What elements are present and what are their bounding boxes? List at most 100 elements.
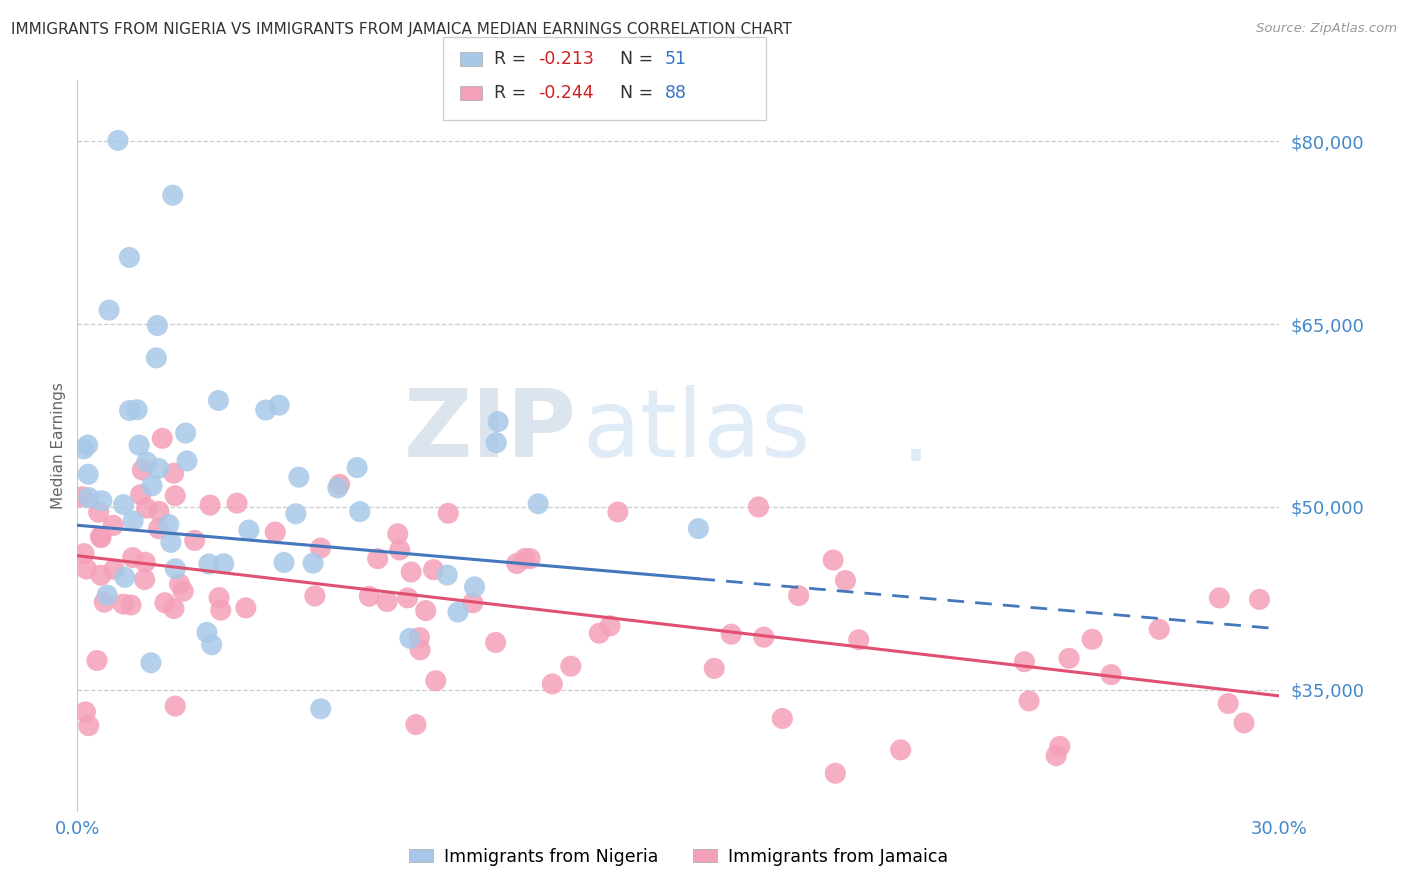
Point xyxy=(114,570,136,584)
Point xyxy=(148,504,170,518)
Point xyxy=(770,711,793,725)
Point xyxy=(461,596,484,610)
Point xyxy=(238,523,260,537)
Point xyxy=(141,479,163,493)
Point xyxy=(176,454,198,468)
Point xyxy=(824,766,846,780)
Point xyxy=(212,557,235,571)
Point xyxy=(513,551,536,566)
Point xyxy=(326,481,349,495)
Point xyxy=(150,431,173,445)
Point xyxy=(209,603,232,617)
Point xyxy=(146,318,169,333)
Point xyxy=(103,562,125,576)
Point xyxy=(560,659,582,673)
Point xyxy=(73,547,96,561)
Text: ZIP: ZIP xyxy=(404,385,576,477)
Point xyxy=(208,591,231,605)
Point xyxy=(588,626,610,640)
Point xyxy=(77,491,100,505)
Point xyxy=(72,490,94,504)
Point xyxy=(148,522,170,536)
Point xyxy=(107,133,129,147)
Point xyxy=(1045,748,1067,763)
Point xyxy=(1249,592,1271,607)
Point xyxy=(112,597,135,611)
Point xyxy=(399,565,422,579)
Text: R =: R = xyxy=(494,50,531,68)
Point xyxy=(1049,739,1071,754)
Point xyxy=(183,533,205,548)
Point xyxy=(823,553,845,567)
Point xyxy=(409,643,432,657)
Point xyxy=(254,403,277,417)
Y-axis label: Median Earnings: Median Earnings xyxy=(51,383,66,509)
Point xyxy=(415,604,437,618)
Point xyxy=(848,632,870,647)
Point xyxy=(1014,655,1036,669)
Point xyxy=(235,600,257,615)
Point xyxy=(76,562,98,576)
Point xyxy=(75,705,97,719)
Text: .: . xyxy=(901,389,931,481)
Point xyxy=(541,677,564,691)
Point xyxy=(207,393,229,408)
Point xyxy=(103,518,125,533)
Point xyxy=(1218,697,1240,711)
Point xyxy=(127,402,149,417)
Text: N =: N = xyxy=(620,84,659,102)
Point xyxy=(752,630,775,644)
Point xyxy=(304,589,326,603)
Point xyxy=(120,598,142,612)
Point xyxy=(606,505,628,519)
Text: -0.213: -0.213 xyxy=(538,50,595,68)
Point xyxy=(139,656,162,670)
Point xyxy=(1233,715,1256,730)
Point xyxy=(1149,623,1171,637)
Point xyxy=(118,403,141,417)
Point xyxy=(165,489,187,503)
Point xyxy=(486,415,509,429)
Point xyxy=(505,557,527,571)
Point xyxy=(128,438,150,452)
Point xyxy=(519,551,541,566)
Point xyxy=(73,442,96,456)
Point xyxy=(264,524,287,539)
Point xyxy=(399,632,422,646)
Point xyxy=(131,463,153,477)
Point xyxy=(87,505,110,519)
Text: Source: ZipAtlas.com: Source: ZipAtlas.com xyxy=(1257,22,1398,36)
Point xyxy=(157,517,180,532)
Point xyxy=(720,627,742,641)
Point xyxy=(90,531,112,545)
Point xyxy=(121,550,143,565)
Point xyxy=(160,535,183,549)
Point xyxy=(1057,651,1080,665)
Point xyxy=(198,557,221,571)
Text: IMMIGRANTS FROM NIGERIA VS IMMIGRANTS FROM JAMAICA MEDIAN EARNINGS CORRELATION C: IMMIGRANTS FROM NIGERIA VS IMMIGRANTS FR… xyxy=(11,22,792,37)
Point xyxy=(302,556,325,570)
Point xyxy=(198,498,221,512)
Point xyxy=(388,543,411,558)
Point xyxy=(201,638,224,652)
Point xyxy=(485,435,508,450)
Point xyxy=(96,588,118,602)
Point xyxy=(485,635,508,649)
Point xyxy=(165,562,187,576)
Point xyxy=(1099,667,1122,681)
Text: N =: N = xyxy=(620,50,659,68)
Point xyxy=(408,631,430,645)
Point xyxy=(436,568,458,582)
Point xyxy=(346,460,368,475)
Point xyxy=(135,501,157,516)
Point xyxy=(599,618,621,632)
Point xyxy=(288,470,311,484)
Point xyxy=(387,526,409,541)
Point xyxy=(1081,632,1104,647)
Point xyxy=(195,625,218,640)
Point xyxy=(464,580,486,594)
Point xyxy=(163,601,186,615)
Point xyxy=(787,589,810,603)
Point xyxy=(349,505,371,519)
Point xyxy=(162,188,184,202)
